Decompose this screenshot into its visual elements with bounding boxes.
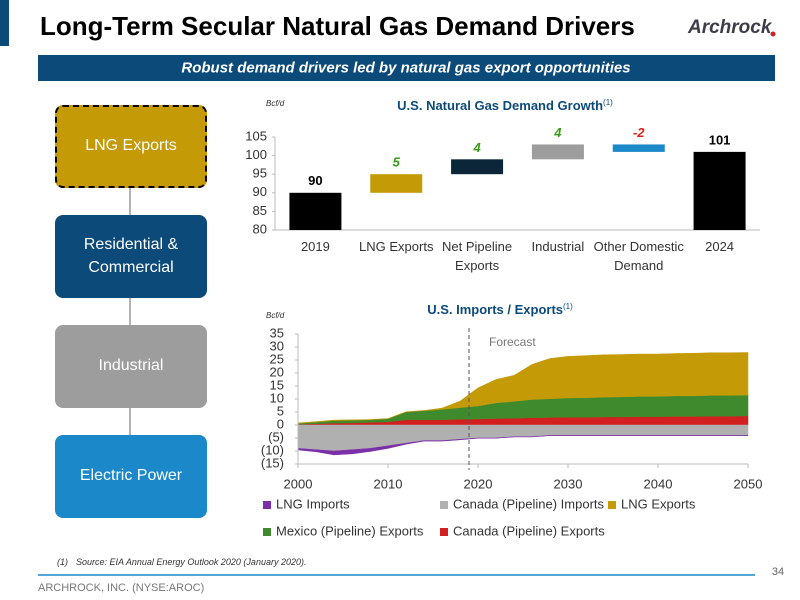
- driver-box: Electric Power: [55, 435, 207, 518]
- y-tick-label: 20: [270, 364, 284, 379]
- y-tick-label: 30: [270, 338, 284, 353]
- x-tick-label: LNG Exports: [359, 239, 434, 254]
- y-tick-label: (5): [268, 429, 284, 444]
- bar: [693, 151, 746, 230]
- y-axis-label: Bcf/d: [266, 99, 285, 108]
- driver-box: Residential & Commercial: [55, 215, 207, 298]
- legend-swatch: [263, 528, 271, 536]
- page-number: 34: [772, 566, 784, 578]
- bar: [612, 144, 665, 152]
- legend-label: LNG Imports: [276, 496, 350, 511]
- chart-title: U.S. Imports / Exports(1): [427, 302, 573, 318]
- legend-label: Mexico (Pipeline) Exports: [276, 523, 424, 538]
- x-tick-label: 2020: [464, 476, 493, 491]
- footer: ARCHROCK, INC. (NYSE:AROC): [38, 582, 204, 594]
- footnote: (1) Source: EIA Annual Energy Outlook 202…: [57, 557, 306, 567]
- value-label: 4: [553, 125, 562, 140]
- bar: [531, 144, 584, 160]
- legend-swatch: [440, 501, 448, 509]
- value-label: -2: [633, 125, 645, 140]
- subtitle-band: [38, 55, 775, 81]
- y-tick-label: 10: [270, 390, 284, 405]
- legend-label: Canada (Pipeline) Imports: [453, 496, 605, 511]
- chart-title: U.S. Natural Gas Demand Growth(1): [397, 98, 613, 114]
- area: [297, 435, 749, 456]
- area: [297, 424, 749, 452]
- y-tick-label: 85: [253, 203, 267, 218]
- value-label: 4: [472, 140, 481, 155]
- chart-title-text: U.S. Imports / Exports: [427, 302, 563, 317]
- y-tick-label: 80: [253, 221, 267, 236]
- x-tick-label: 2000: [284, 476, 313, 491]
- value-label: 5: [393, 155, 401, 170]
- x-tick-label: 2010: [374, 476, 403, 491]
- x-tick-label: 2040: [644, 476, 673, 491]
- y-tick-label: (10): [261, 442, 284, 457]
- chart-title-note: (1): [563, 302, 573, 311]
- driver-label: LNG Exports: [55, 105, 207, 188]
- legend-label: LNG Exports: [621, 496, 696, 511]
- footnote-text: Source: EIA Annual Energy Outlook 2020 (…: [76, 557, 306, 567]
- y-tick-label: 105: [245, 128, 267, 143]
- x-tick-label: 2024: [705, 239, 735, 254]
- y-tick-label: (15): [261, 455, 284, 470]
- x-tick-label: 2030: [554, 476, 583, 491]
- legend-swatch: [608, 501, 616, 509]
- x-tick-label: 2019: [300, 239, 330, 254]
- logo-dot: [770, 31, 776, 37]
- x-tick-label: Net Pipeline Exports: [442, 239, 513, 273]
- y-tick-label: 35: [270, 325, 284, 340]
- slide-title: Long-Term Secular Natural Gas Demand Dri…: [40, 11, 635, 41]
- legend-swatch: [263, 501, 271, 509]
- y-tick-label: 15: [270, 377, 284, 392]
- y-axis-label: Bcf/d: [266, 311, 285, 320]
- legend-label: Canada (Pipeline) Exports: [453, 523, 605, 538]
- x-label-box: 2019: [300, 239, 330, 254]
- value-label: 101: [709, 132, 731, 147]
- annotation: Forecast: [489, 335, 536, 349]
- y-tick-label: 90: [253, 184, 267, 199]
- x-tick-label: Industrial: [531, 239, 585, 254]
- chart-title-text: U.S. Natural Gas Demand Growth: [397, 98, 603, 113]
- x-label-box: 2024: [705, 239, 735, 254]
- y-tick-label: 25: [270, 351, 284, 366]
- bar: [451, 159, 504, 175]
- x-tick-label: Other Domestic Demand: [593, 239, 684, 273]
- bar: [289, 192, 342, 230]
- y-tick-label: 100: [245, 147, 267, 162]
- driver-box: Industrial: [55, 325, 207, 408]
- x-tick-label: 2050: [734, 476, 763, 491]
- footnote-marker: (1): [57, 557, 68, 567]
- legend-swatch: [440, 528, 448, 536]
- driver-box: LNG Exports: [55, 105, 207, 188]
- chart-title-note: (1): [603, 98, 613, 107]
- accent-bar: [0, 0, 9, 46]
- area: [297, 352, 749, 424]
- driver-label: Residential & Commercial: [55, 215, 207, 298]
- logo: Archrock: [687, 17, 773, 38]
- y-tick-label: 95: [253, 166, 267, 181]
- driver-label: Industrial: [55, 325, 207, 408]
- x-label-box: LNG Exports: [359, 239, 434, 254]
- x-label-box: Net Pipeline Exports: [442, 239, 513, 273]
- value-label: 90: [308, 173, 322, 188]
- bar: [370, 174, 423, 193]
- driver-label: Electric Power: [55, 435, 207, 518]
- x-label-box: Other Domestic Demand: [593, 239, 684, 273]
- y-tick-label: 0: [277, 416, 284, 431]
- subtitle: Robust demand drivers led by natural gas…: [181, 59, 630, 76]
- x-label-box: Industrial: [531, 239, 585, 254]
- y-tick-label: 5: [277, 403, 284, 418]
